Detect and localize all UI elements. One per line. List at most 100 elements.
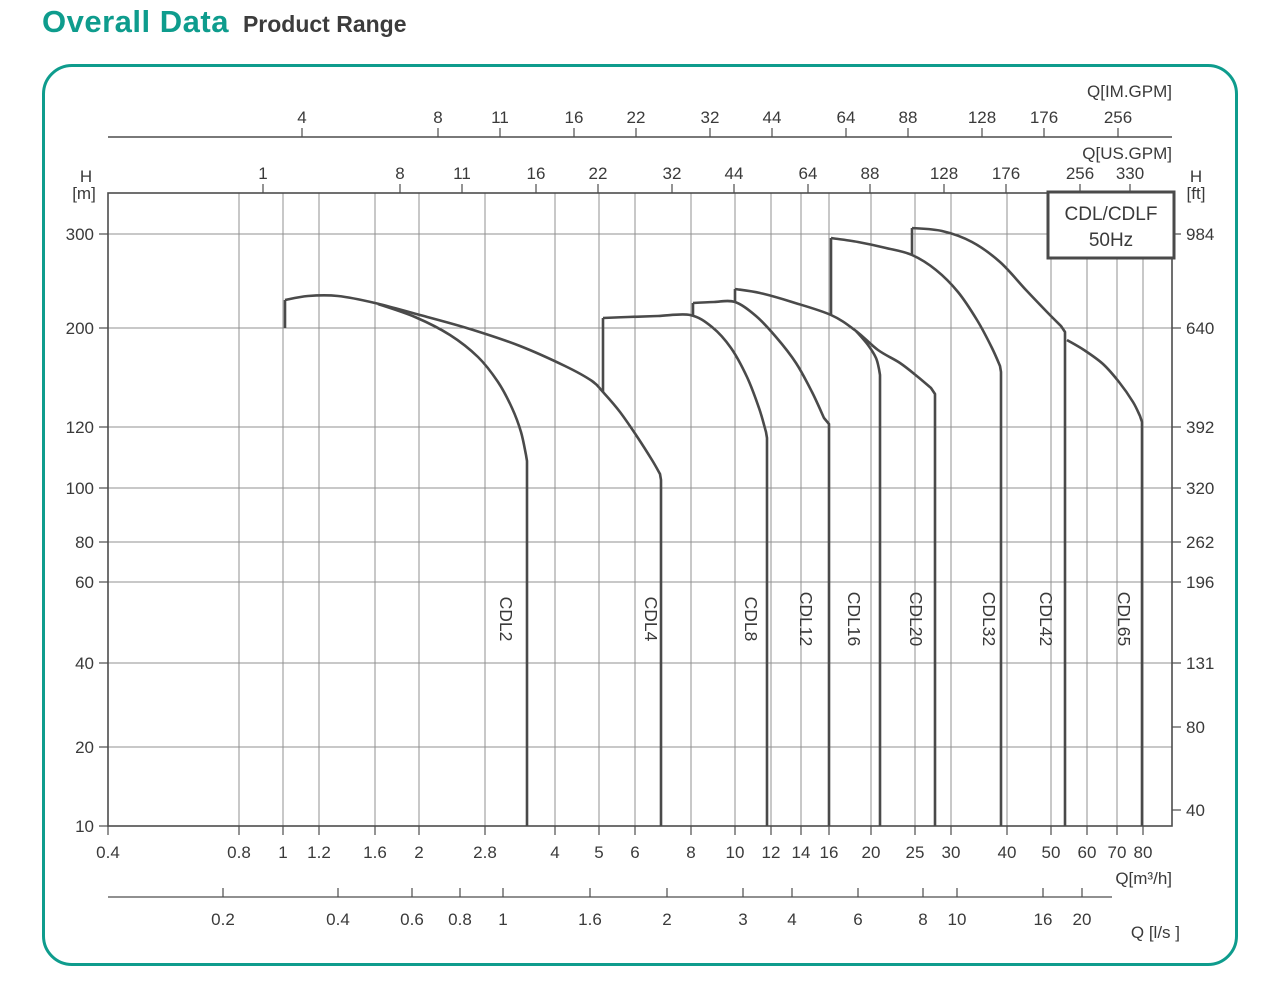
svg-text:88: 88 [861, 164, 880, 183]
svg-text:64: 64 [799, 164, 818, 183]
axis-im-gpm: 4 8 11 16 22 32 44 64 88 128 176 256 Q[IM.GPM] [108, 82, 1172, 138]
model-label-cdl20: CDL20 [906, 592, 926, 647]
model-labels: CDL2 CDL4 CDL8 CDL12 CDL16 CDL20 CDL32 CDL42 CDL… [496, 592, 1134, 647]
svg-text:131: 131 [1186, 654, 1214, 673]
svg-text:2: 2 [414, 843, 423, 862]
svg-text:30: 30 [942, 843, 961, 862]
svg-text:20: 20 [862, 843, 881, 862]
svg-text:262: 262 [1186, 533, 1214, 552]
envelope-cdl42 [911, 226, 1067, 826]
svg-text:16: 16 [527, 164, 546, 183]
pump-range-curves [283, 226, 1144, 826]
svg-text:6: 6 [853, 910, 862, 929]
gridlines [108, 193, 1172, 826]
svg-text:4: 4 [297, 108, 306, 127]
svg-text:3: 3 [738, 910, 747, 929]
axis-label-h-left: H [80, 167, 92, 186]
svg-text:16: 16 [1034, 910, 1053, 929]
model-label-cdl65: CDL65 [1114, 592, 1134, 646]
svg-text:200: 200 [66, 319, 94, 338]
chart-panel-border [42, 64, 1238, 966]
axis-h-ft: 984 640 392 320 262 196 131 80 40 H[ft] [1172, 167, 1214, 820]
svg-text:12: 12 [762, 843, 781, 862]
envelope-cdl8 [602, 313, 769, 826]
svg-text:40: 40 [75, 654, 94, 673]
svg-text:256: 256 [1066, 164, 1094, 183]
svg-text:4: 4 [550, 843, 559, 862]
axis-h-m: 300 200 120 100 80 60 40 20 10 H[m] [66, 167, 108, 836]
axis-label-us-gpm: Q[US.GPM] [1082, 144, 1172, 163]
svg-text:0.8: 0.8 [448, 910, 472, 929]
series-badge: CDL/CDLF 50Hz [1046, 190, 1176, 260]
svg-text:20: 20 [1073, 910, 1092, 929]
svg-text:2.8: 2.8 [473, 843, 497, 862]
svg-text:4: 4 [787, 910, 796, 929]
svg-text:32: 32 [701, 108, 720, 127]
svg-text:11: 11 [491, 108, 509, 127]
svg-text:8: 8 [395, 164, 404, 183]
model-label-cdl32: CDL32 [979, 592, 999, 646]
page-title-main: Overall Data [42, 4, 229, 39]
svg-text:44: 44 [763, 108, 782, 127]
svg-text:40: 40 [1186, 801, 1205, 820]
axis-q-ls: 0.2 0.4 0.6 0.8 1 1.6 2 3 4 6 8 10 16 20 Q [l/s ] [108, 888, 1180, 942]
svg-text:8: 8 [918, 910, 927, 929]
svg-text:0.2: 0.2 [211, 910, 235, 929]
svg-text:330: 330 [1116, 164, 1144, 183]
envelope-cdl2 [377, 302, 529, 826]
badge-line1: CDL/CDLF [1065, 204, 1158, 225]
svg-text:196: 196 [1186, 573, 1214, 592]
svg-text:70: 70 [1108, 843, 1127, 862]
envelope-cdl12 [692, 299, 831, 826]
page-title: Overall Data Product Range [42, 4, 407, 40]
model-label-cdl8: CDL8 [741, 597, 761, 642]
svg-text:0.8: 0.8 [227, 843, 251, 862]
svg-text:40: 40 [998, 843, 1017, 862]
svg-text:0.4: 0.4 [326, 910, 350, 929]
svg-text:11: 11 [453, 164, 471, 183]
model-label-cdl42: CDL42 [1036, 592, 1056, 646]
svg-text:2: 2 [662, 910, 671, 929]
svg-text:1: 1 [278, 843, 287, 862]
svg-text:128: 128 [930, 164, 958, 183]
svg-text:[ft]: [ft] [1187, 184, 1206, 203]
svg-text:176: 176 [1030, 108, 1058, 127]
svg-text:1: 1 [258, 164, 267, 183]
axis-q-m3h: 0.4 0.8 1 1.2 1.6 2 2.8 4 5 6 8 10 12 14 16 20 25 30 40 50 6… [96, 826, 1172, 888]
svg-text:80: 80 [75, 533, 94, 552]
page-title-sub: Product Range [242, 11, 407, 37]
envelope-cdl16 [855, 330, 882, 826]
svg-text:8: 8 [433, 108, 442, 127]
envelope-cdl4 [284, 293, 663, 826]
svg-text:[m]: [m] [72, 184, 96, 203]
svg-text:120: 120 [66, 418, 94, 437]
axis-label-q-ls: Q [l/s ] [1131, 923, 1180, 942]
svg-text:50: 50 [1042, 843, 1061, 862]
svg-text:14: 14 [792, 843, 811, 862]
axis-label-q-m3h: Q[m³/h] [1115, 869, 1172, 888]
svg-text:1.6: 1.6 [578, 910, 602, 929]
svg-text:16: 16 [820, 843, 839, 862]
svg-text:16: 16 [565, 108, 584, 127]
svg-text:44: 44 [725, 164, 744, 183]
svg-text:320: 320 [1186, 479, 1214, 498]
svg-text:22: 22 [627, 108, 646, 127]
svg-text:256: 256 [1104, 108, 1132, 127]
svg-text:300: 300 [66, 225, 94, 244]
envelope-cdl65 [1066, 338, 1144, 826]
axis-label-h-right: H [1190, 167, 1202, 186]
svg-text:640: 640 [1186, 319, 1214, 338]
svg-text:1.6: 1.6 [363, 843, 387, 862]
svg-text:176: 176 [992, 164, 1020, 183]
svg-text:128: 128 [968, 108, 996, 127]
svg-text:32: 32 [663, 164, 682, 183]
svg-text:60: 60 [1078, 843, 1097, 862]
axis-label-im-gpm: Q[IM.GPM] [1087, 82, 1172, 101]
svg-text:6: 6 [630, 843, 639, 862]
svg-text:60: 60 [75, 573, 94, 592]
svg-text:80: 80 [1186, 718, 1205, 737]
svg-text:5: 5 [594, 843, 603, 862]
svg-text:88: 88 [899, 108, 918, 127]
svg-text:25: 25 [906, 843, 925, 862]
